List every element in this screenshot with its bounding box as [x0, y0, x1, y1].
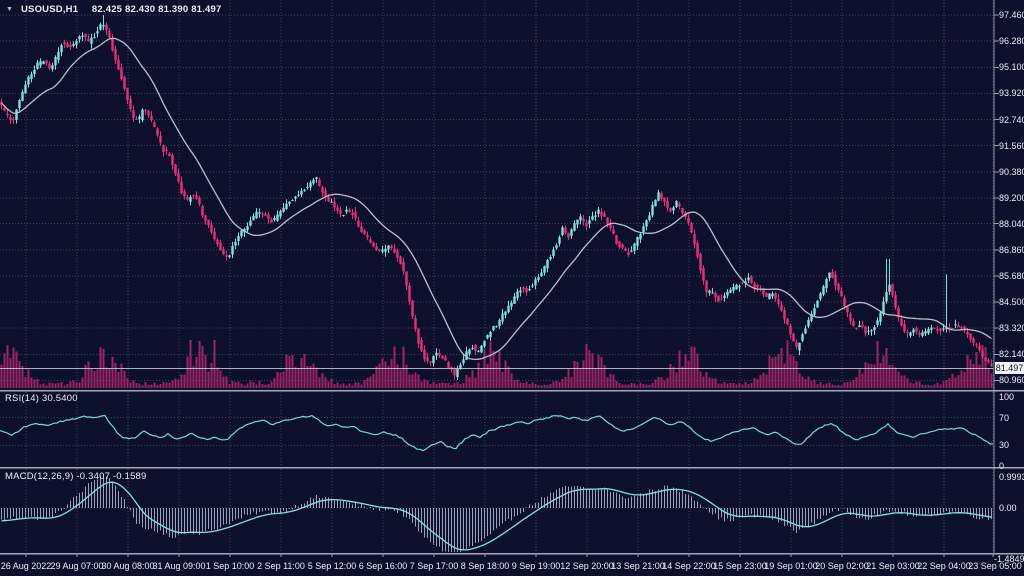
- rsi-indicator-label: RSI(14) 30.5400: [5, 393, 78, 404]
- time-axis-label: 1 Sep 10:00: [205, 561, 255, 571]
- rsi-axis-label: 100: [999, 392, 1015, 402]
- rsi-axis-label: 30: [999, 440, 1010, 450]
- price-axis-label: 96.280: [999, 36, 1024, 46]
- time-axis-label: 6 Sep 16:00: [358, 561, 408, 571]
- rsi-axis-label: 0: [999, 461, 1005, 471]
- macd-indicator-label: MACD(12,26,9) -0.3407 -0.1589: [5, 471, 147, 482]
- time-axis-label: 2 Sep 11:00: [257, 561, 305, 571]
- price-axis-label: 92.740: [999, 115, 1024, 125]
- time-axis-label: 21 Sep 03:00: [866, 561, 920, 571]
- time-axis-label: 20 Sep 02:00: [815, 561, 869, 571]
- price-axis-label: 91.560: [999, 141, 1024, 151]
- price-axis-label: 95.100: [999, 62, 1024, 72]
- time-axis-label: 14 Sep 22:00: [662, 561, 716, 571]
- price-axis-label: 80.960: [999, 375, 1024, 385]
- grid-layer: [0, 0, 994, 552]
- price-axis-label: 90.380: [999, 167, 1024, 177]
- time-axis-label: 7 Sep 17:00: [409, 561, 459, 571]
- time-axis-label: 13 Sep 21:00: [611, 561, 665, 571]
- time-axis-label: 23 Sep 05:00: [968, 561, 1022, 571]
- price-axis-label: 93.920: [999, 88, 1024, 98]
- price-axis-label: 86.860: [999, 245, 1024, 255]
- price-axis-label: 82.140: [999, 349, 1024, 359]
- symbol-timeframe-label: USOUSD,H1: [20, 4, 79, 15]
- moving-average-line: [1, 37, 992, 361]
- time-axis-label: 31 Aug 09:00: [152, 561, 206, 571]
- rsi-axis-label: 70: [999, 413, 1010, 423]
- symbol-marker-icon: ▼: [6, 6, 14, 13]
- macd-axis-min: -1.4849: [994, 554, 1024, 564]
- price-axis-label: 88.040: [999, 219, 1024, 229]
- time-axis-label: 12 Sep 20:00: [560, 561, 614, 571]
- time-axis-label: 19 Sep 01:00: [764, 561, 818, 571]
- time-axis-label: 8 Sep 18:00: [460, 561, 510, 571]
- symbol-info-bar[interactable]: ▼ USOUSD,H1 82.425 82.430 81.390 81.497: [6, 4, 221, 15]
- time-axis-label: 30 Aug 08:00: [101, 561, 155, 571]
- time-axis-label: 15 Sep 23:00: [713, 561, 767, 571]
- macd-axis-zero: 0.00: [999, 503, 1017, 513]
- price-axis-label: 97.460: [999, 10, 1024, 20]
- current-price-tag: 81.497: [995, 362, 1024, 374]
- time-axis-label: 26 Aug 2022: [0, 561, 52, 571]
- volume-layer: [0, 340, 993, 388]
- panel-borders: [0, 0, 1024, 557]
- macd-signal-line: [1, 481, 992, 551]
- time-axis-label: 29 Aug 07:00: [50, 561, 104, 571]
- rsi-line: [0, 414, 994, 452]
- price-axis-label: 89.200: [999, 193, 1024, 203]
- price-axis-label: 85.680: [999, 271, 1024, 281]
- ohlc-values: 82.425 82.430 81.390 81.497: [91, 4, 222, 15]
- price-axis-label: 84.500: [999, 297, 1024, 307]
- macd-histogram: [1, 475, 992, 552]
- macd-axis-max: 0.9993: [999, 472, 1024, 482]
- price-axis-label: 83.320: [999, 323, 1024, 333]
- time-axis-label: 5 Sep 12:00: [307, 561, 357, 571]
- time-axis-label: 9 Sep 19:00: [511, 561, 561, 571]
- candlesticks-layer: [0, 15, 993, 381]
- time-axis-label: 22 Sep 04:00: [917, 561, 971, 571]
